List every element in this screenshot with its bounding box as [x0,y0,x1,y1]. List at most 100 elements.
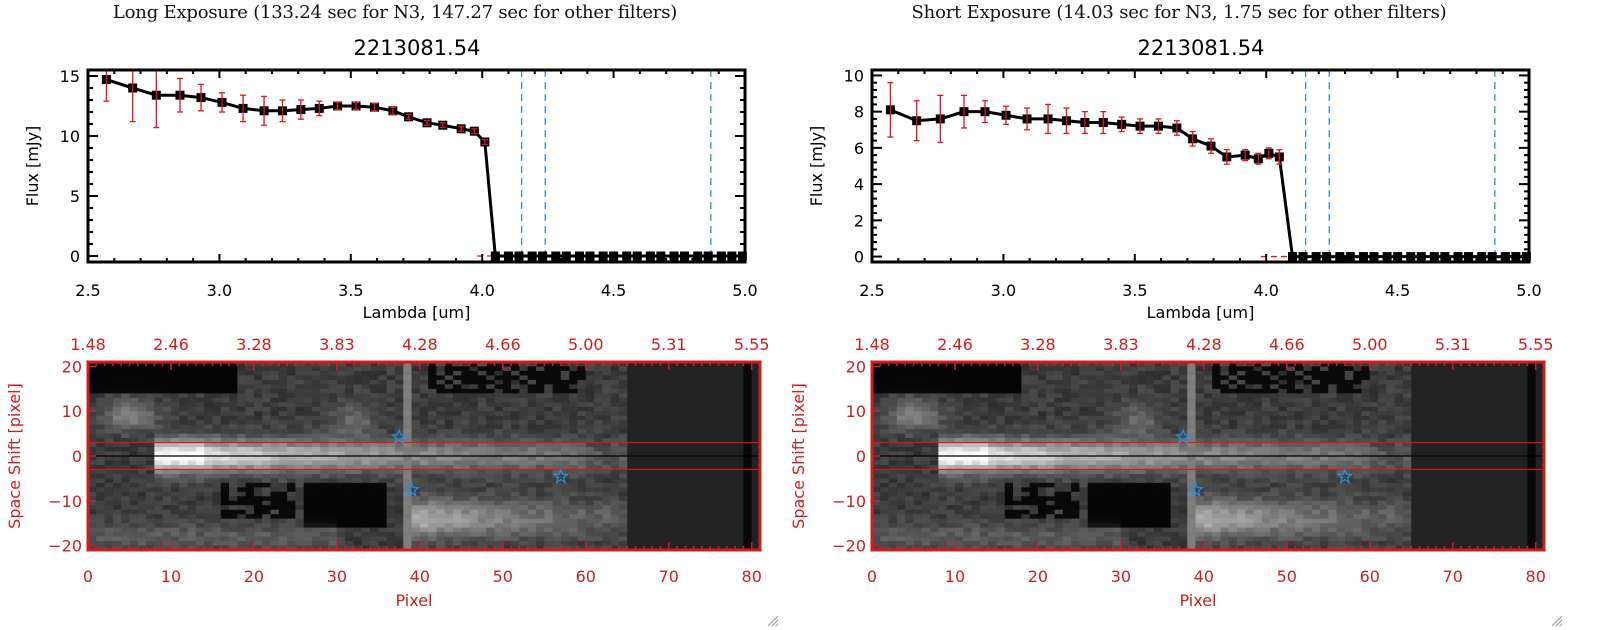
y-axis-label: Flux [mJy] [807,126,826,207]
data-point [503,251,513,261]
data-point [1358,252,1368,262]
star-marker-icon [390,428,408,445]
error-bar [1155,118,1162,135]
error-bar [405,113,412,120]
data-point [574,251,584,261]
top-tick-label: 4.66 [485,335,521,354]
data-point [1464,252,1474,262]
y-tick-label: −10 [48,492,82,511]
y-axis-label: Flux [mJy] [23,126,42,207]
data-point [645,251,655,261]
data-point [585,251,595,261]
x-tick-label: 40 [410,567,430,586]
data-point [669,251,679,261]
image-pixels [88,362,761,551]
x-tick-label: 10 [161,567,181,586]
data-point [1477,252,1487,262]
error-bar [1003,105,1010,125]
y-tick-label: 10 [60,127,80,146]
x-tick-label: 60 [576,567,596,586]
error-bar [1045,103,1052,135]
plot-frame [86,68,747,264]
data-point [1345,252,1355,262]
x-tick-label: 0 [83,567,93,586]
error-bar [334,101,341,111]
data-point [703,251,713,261]
x-tick-label: 0 [867,567,877,586]
data-point [551,251,561,261]
error-bar [316,100,323,117]
error-bar [261,95,268,126]
x-tick-label: 80 [742,567,762,586]
x-axis-label: Pixel [1179,591,1216,610]
data-point [727,251,737,261]
error-bar [982,100,989,124]
x-tick-label: 3.5 [1122,281,1147,300]
top-tick-label: 3.83 [1103,335,1139,354]
x-tick-label: 70 [1443,567,1463,586]
spectral-image-plot-long: 0 10 20 30 40 50 60 70 80 1.48 2.46 3.28 3.83 4.28 4.6… [5,335,770,610]
y-tick-label: −20 [832,537,866,556]
resize-grip-icon[interactable] [766,614,778,626]
top-tick-label: 4.28 [402,335,438,354]
data-point [527,251,537,261]
x-tick-label: 4.5 [1385,281,1410,300]
data-point [716,251,726,261]
data-point [538,251,548,261]
x-tick-label: 40 [1194,567,1214,586]
panel-long-exposure: Long Exposure (133.24 sec for N3, 147.27… [0,0,784,630]
top-tick-label: 1.48 [854,335,890,354]
x-tick-label: 70 [659,567,679,586]
x-tick-label: 20 [244,567,264,586]
y-tick-label: 4 [854,175,864,194]
object-id-title: 2213081.54 [353,36,481,60]
resize-grip-icon[interactable] [1550,614,1562,626]
data-point [656,251,666,261]
x-tick-label: 4.0 [1253,281,1278,300]
y-tick-label: 10 [62,402,82,421]
y-tick-label: 6 [854,139,864,158]
data-point [598,251,608,261]
x-tick-label: 50 [1277,567,1297,586]
data-point [693,251,703,261]
x-tick-label: 80 [1526,567,1546,586]
error-bar [481,138,488,146]
x-tick-label: 50 [493,567,513,586]
y-tick-label: 0 [856,447,866,466]
data-point [1487,252,1497,262]
error-bar [960,94,967,129]
spectrum-plot-long: 2.5 3.0 3.5 4.0 4.5 5.0 0 5 10 15 Lambda [um] Flux … [23,67,758,322]
top-tick-label: 3.28 [236,335,272,354]
data-point [632,251,642,261]
data-point [1382,252,1392,262]
x-tick-label: 3.5 [338,281,363,300]
x-tick-label: 20 [1028,567,1048,586]
y-tick-label: −20 [48,537,82,556]
error-bar [1255,152,1262,165]
top-tick-label: 4.28 [1186,335,1222,354]
spectral-image-plot-short: 0 10 20 30 40 50 60 70 80 1.48 2.46 3.28 3.83 4.28 4.6… [789,335,1554,610]
y-tick-label: 8 [854,103,864,122]
y-tick-label: 2 [854,211,864,230]
data-point [1500,252,1510,262]
x-axis-label: Pixel [395,591,432,610]
data-point [1322,252,1332,262]
x-tick-label: 4.0 [469,281,494,300]
error-bar [371,102,378,112]
y-axis-label: Space Shift [pixel] [789,383,808,529]
star-marker-icon [1187,481,1204,498]
exposure-title: Long Exposure (133.24 sec for N3, 147.27… [112,2,678,23]
data-point [1416,252,1426,262]
object-id-title: 2213081.54 [1137,36,1265,60]
spectrum-plot-short: 2.5 3.0 3.5 4.0 4.5 5.0 0 2 4 6 8 10 Lambda [um] Flux… [807,66,1542,322]
error-bar [176,77,183,113]
error-bar [424,119,431,126]
error-bar [887,82,894,138]
error-bar [471,128,478,135]
y-tick-label: 15 [60,67,80,86]
exposure-title: Short Exposure (14.03 sec for N3, 1.75 s… [911,2,1447,23]
y-tick-label: 0 [70,247,80,266]
data-point [514,251,524,261]
plot-frame [870,68,1531,264]
error-bar [937,94,944,144]
